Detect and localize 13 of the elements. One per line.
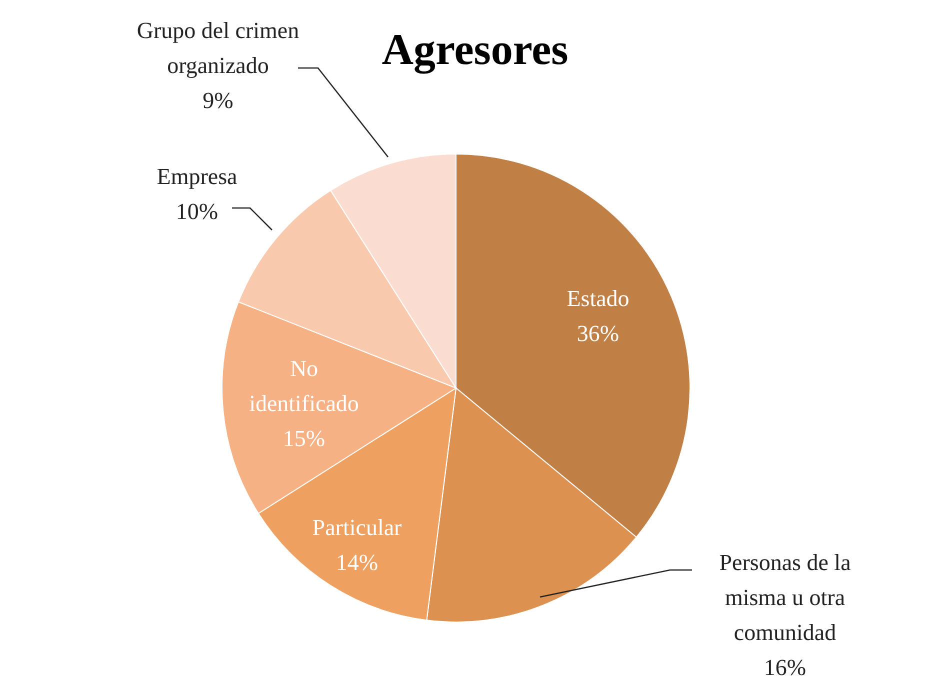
- slice-label: Empresa: [156, 164, 238, 189]
- data-label: 10%: [176, 199, 218, 224]
- data-label: 9%: [202, 88, 234, 113]
- data-label: 14%: [336, 550, 378, 575]
- data-label: 15%: [282, 426, 326, 451]
- data-label: 16%: [764, 655, 806, 680]
- slice-label: Particular: [312, 515, 402, 540]
- slice-label: Estado: [566, 286, 630, 311]
- data-label: 36%: [576, 321, 620, 346]
- slice-label: Personas de la misma u otra comunidad: [719, 550, 851, 645]
- slice-label: Grupo del crimen organizado: [136, 18, 300, 78]
- slice-label: No identificado: [249, 356, 359, 416]
- chart-title: Agresores: [382, 25, 568, 74]
